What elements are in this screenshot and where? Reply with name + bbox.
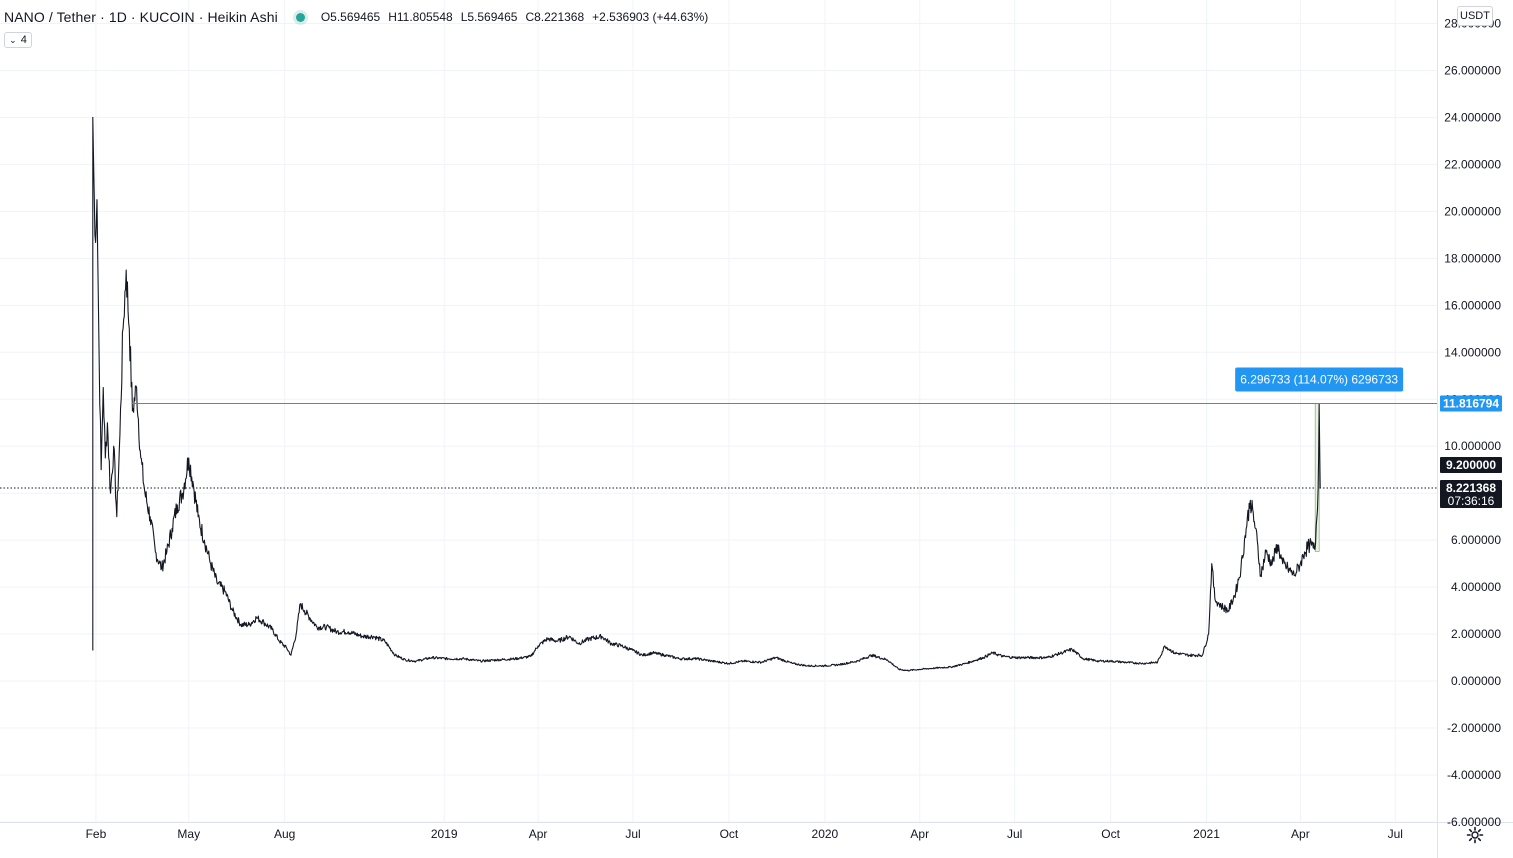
x-tick-label: Jul — [1388, 827, 1403, 841]
high-value: H11.805548 — [388, 10, 453, 24]
x-tick-label: Aug — [274, 827, 295, 841]
y-tick-label: 18.000000 — [1444, 251, 1501, 265]
y-tick-label: 24.000000 — [1444, 110, 1501, 124]
y-tick-label: 20.000000 — [1444, 204, 1501, 218]
x-tick-label: Jul — [625, 827, 640, 841]
x-tick-label: 2019 — [431, 827, 458, 841]
price-label-countdown: 07:36:16 — [1448, 494, 1495, 508]
indicators-count: 4 — [20, 34, 27, 46]
symbol-title[interactable]: NANO / Tether · 1D · KUCOIN · Heikin Ash… — [4, 9, 278, 25]
y-tick-label: 22.000000 — [1444, 157, 1501, 171]
x-tick-label: Apr — [1291, 827, 1310, 841]
close-value: C8.221368 — [525, 10, 585, 24]
x-tick-label: Feb — [86, 827, 107, 841]
symbol-legend: NANO / Tether · 1D · KUCOIN · Heikin Ash… — [4, 8, 708, 26]
y-tick-label: 4.000000 — [1451, 580, 1501, 594]
price-label-box — [1440, 457, 1502, 474]
price-series-line — [92, 116, 1321, 672]
y-tick-label: 10.000000 — [1444, 439, 1501, 453]
price-label: 9.200000 — [1446, 458, 1496, 472]
x-tick-label: Jul — [1007, 827, 1022, 841]
x-tick-label: 2021 — [1193, 827, 1220, 841]
y-tick-label: -6.000000 — [1447, 815, 1501, 829]
x-tick-label: Apr — [910, 827, 929, 841]
y-tick-label: 16.000000 — [1444, 298, 1501, 312]
y-tick-label: -4.000000 — [1447, 768, 1501, 782]
currency-button[interactable]: USDT — [1457, 6, 1493, 26]
open-value: O5.569465 — [320, 10, 381, 24]
x-tick-label: Oct — [720, 827, 739, 841]
low-value: L5.569465 — [460, 10, 518, 24]
measure-label: 6.296733 (114.07%) 6296733 — [1240, 373, 1398, 387]
x-tick-label: Oct — [1101, 827, 1120, 841]
y-tick-label: 0.000000 — [1451, 674, 1501, 688]
y-tick-label: -2.000000 — [1447, 721, 1501, 735]
x-tick-label: May — [177, 827, 200, 841]
y-tick-label: 2.000000 — [1451, 627, 1501, 641]
ohlc-values: O5.569465 H11.805548 L5.569465 C8.221368… — [321, 10, 708, 24]
gear-icon[interactable] — [1466, 826, 1484, 844]
change-value: +2.536903 (+44.63%) — [592, 10, 709, 24]
x-tick-label: 2020 — [812, 827, 839, 841]
market-status-icon — [295, 12, 305, 22]
indicators-toggle-button[interactable]: ⌄ 4 — [4, 32, 32, 48]
price-label: 8.221368 — [1446, 481, 1496, 495]
y-tick-label: 14.000000 — [1444, 345, 1501, 359]
price-label: 11.816794 — [1443, 397, 1499, 411]
x-tick-label: Apr — [529, 827, 548, 841]
measure-label-box — [1235, 367, 1404, 392]
y-tick-label: 6.000000 — [1451, 533, 1501, 547]
chevron-down-icon: ⌄ — [9, 34, 17, 45]
price-label-box — [1440, 395, 1502, 412]
y-tick-label: 26.000000 — [1444, 63, 1501, 77]
price-label-box — [1440, 480, 1502, 509]
